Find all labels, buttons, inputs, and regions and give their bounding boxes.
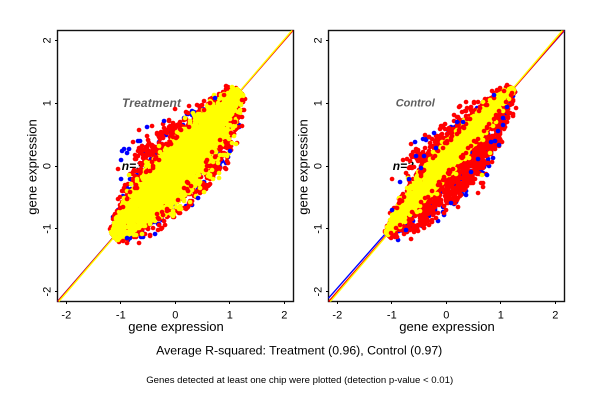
svg-text:-2: -2 [313,287,325,297]
svg-text:0: 0 [313,163,325,169]
svg-text:-2: -2 [332,310,342,322]
svg-text:-2: -2 [42,287,54,297]
svg-text:1: 1 [227,310,233,322]
svg-text:1: 1 [313,100,325,106]
svg-text:-1: -1 [313,224,325,234]
svg-text:1: 1 [42,100,54,106]
svg-text:gene expression: gene expression [24,119,39,214]
svg-text:0: 0 [443,310,449,322]
svg-text:Control: Control [396,98,436,110]
svg-text:2: 2 [42,37,54,43]
svg-text:2: 2 [281,310,287,322]
svg-text:-2: -2 [61,310,71,322]
svg-text:-1: -1 [116,310,126,322]
svg-text:2: 2 [552,310,558,322]
svg-text:2: 2 [313,37,325,43]
svg-text:gene expression: gene expression [295,119,310,214]
svg-text:-1: -1 [42,224,54,234]
svg-text:Treatment: Treatment [122,96,182,110]
svg-text:0: 0 [172,310,178,322]
svg-text:gene expression: gene expression [399,319,494,334]
svg-text:-1: -1 [387,310,397,322]
svg-text:Average R-squared: Treatment (: Average R-squared: Treatment (0.96), Con… [156,343,442,357]
svg-text:Genes detected at least one ch: Genes detected at least one chip were pl… [146,375,453,386]
svg-text:0: 0 [42,163,54,169]
svg-text:gene expression: gene expression [128,319,223,334]
svg-text:1: 1 [498,310,504,322]
